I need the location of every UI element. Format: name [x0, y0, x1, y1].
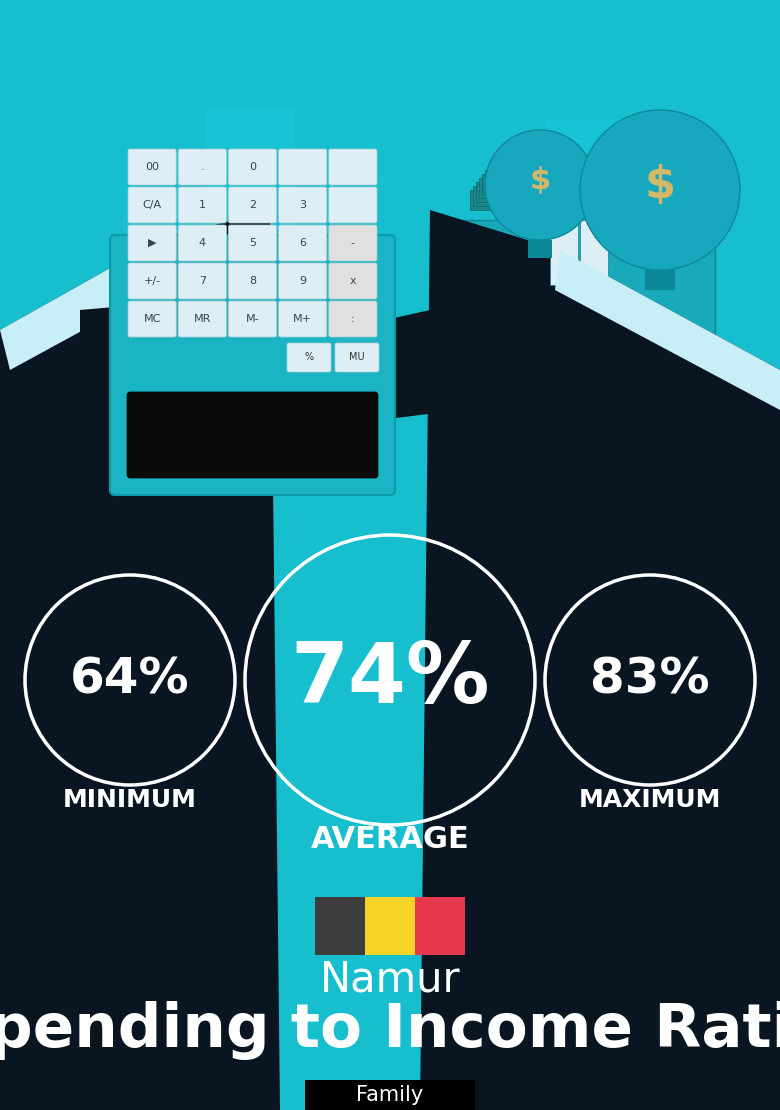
Bar [415, 897, 465, 955]
FancyBboxPatch shape [287, 343, 331, 372]
FancyBboxPatch shape [178, 149, 226, 185]
Text: 64%: 64% [70, 656, 190, 704]
FancyBboxPatch shape [178, 186, 226, 223]
Bar [645, 270, 675, 290]
Text: -: - [351, 238, 355, 248]
FancyBboxPatch shape [278, 149, 327, 185]
Text: MR: MR [193, 314, 211, 324]
Bar [476, 182, 606, 202]
Polygon shape [330, 310, 480, 420]
Text: 83%: 83% [590, 656, 710, 704]
FancyBboxPatch shape [329, 186, 377, 223]
FancyBboxPatch shape [128, 225, 176, 261]
Bar [482, 174, 612, 194]
FancyBboxPatch shape [127, 392, 378, 478]
Text: MAXIMUM: MAXIMUM [579, 788, 722, 813]
Text: Namur: Namur [320, 959, 460, 1001]
Text: 7: 7 [199, 276, 206, 286]
FancyBboxPatch shape [128, 149, 176, 185]
FancyBboxPatch shape [278, 301, 327, 337]
Text: x: x [349, 276, 356, 286]
FancyBboxPatch shape [329, 149, 377, 185]
Bar [550, 220, 578, 285]
Text: MINIMUM: MINIMUM [63, 788, 197, 813]
Text: +/-: +/- [144, 276, 161, 286]
FancyBboxPatch shape [329, 225, 377, 261]
Text: 8: 8 [249, 276, 256, 286]
Circle shape [485, 130, 595, 240]
FancyBboxPatch shape [278, 186, 327, 223]
FancyBboxPatch shape [329, 301, 377, 337]
Text: 6: 6 [300, 238, 307, 248]
Text: M-: M- [246, 314, 259, 324]
Bar [485, 170, 615, 190]
Polygon shape [555, 250, 780, 410]
FancyBboxPatch shape [229, 225, 277, 261]
Polygon shape [170, 110, 330, 490]
Text: 3: 3 [300, 200, 307, 210]
Text: 0: 0 [249, 162, 256, 172]
Bar [610, 433, 635, 477]
Text: 74%: 74% [290, 639, 490, 720]
FancyBboxPatch shape [278, 263, 327, 299]
FancyBboxPatch shape [128, 186, 176, 223]
Circle shape [580, 110, 740, 270]
Bar [580, 220, 608, 285]
Text: C/A: C/A [143, 200, 161, 210]
Bar [528, 240, 552, 258]
Bar [470, 190, 600, 210]
Text: %: % [304, 353, 314, 363]
Text: 4: 4 [199, 238, 206, 248]
Text: 2: 2 [249, 200, 256, 210]
Bar [479, 178, 609, 198]
FancyBboxPatch shape [110, 235, 395, 495]
FancyBboxPatch shape [128, 263, 176, 299]
Text: $: $ [530, 165, 551, 194]
FancyBboxPatch shape [229, 149, 277, 185]
FancyBboxPatch shape [128, 301, 176, 337]
Bar [445, 220, 715, 357]
FancyBboxPatch shape [229, 301, 277, 337]
Polygon shape [430, 357, 730, 470]
FancyBboxPatch shape [335, 343, 379, 372]
Text: 1: 1 [199, 200, 206, 210]
Polygon shape [80, 290, 340, 430]
FancyBboxPatch shape [178, 225, 226, 261]
Polygon shape [420, 210, 780, 1110]
Polygon shape [0, 210, 280, 1110]
FancyBboxPatch shape [178, 263, 226, 299]
Text: :: : [351, 314, 355, 324]
Text: 9: 9 [300, 276, 307, 286]
Text: $: $ [644, 163, 675, 206]
FancyBboxPatch shape [329, 263, 377, 299]
Text: Family: Family [356, 1084, 424, 1104]
Text: MU: MU [349, 353, 365, 363]
Bar [365, 897, 415, 955]
Text: ▶: ▶ [148, 238, 156, 248]
FancyBboxPatch shape [229, 186, 277, 223]
Text: Spending to Income Ratio: Spending to Income Ratio [0, 1000, 780, 1060]
Polygon shape [0, 240, 175, 370]
FancyBboxPatch shape [229, 263, 277, 299]
Text: 00: 00 [145, 162, 159, 172]
Bar [315, 897, 365, 955]
Text: .: . [200, 162, 204, 172]
FancyBboxPatch shape [178, 301, 226, 337]
FancyBboxPatch shape [278, 225, 327, 261]
Text: M+: M+ [293, 314, 312, 324]
Text: MC: MC [144, 314, 161, 324]
Text: 5: 5 [249, 238, 256, 248]
Bar [305, 1080, 475, 1110]
Bar [473, 186, 603, 206]
Polygon shape [510, 120, 670, 519]
Text: AVERAGE: AVERAGE [310, 826, 470, 855]
